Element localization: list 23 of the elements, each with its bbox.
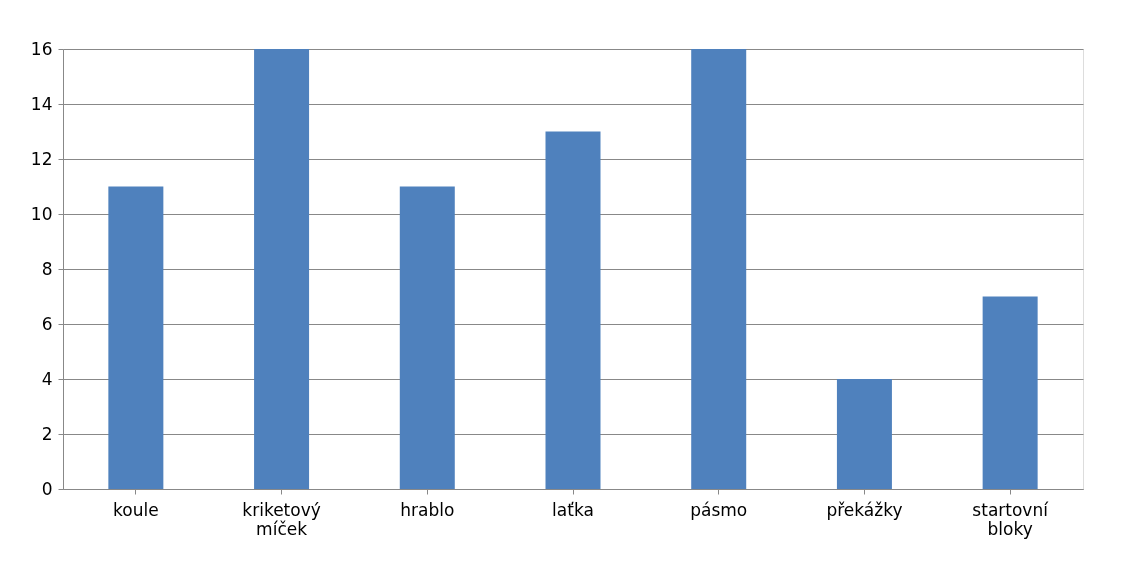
- bar: [254, 49, 310, 489]
- y-tick-label: 12: [30, 148, 53, 169]
- bar: [836, 379, 892, 489]
- x-tick-label: koule: [113, 499, 159, 520]
- y-tick-label: 4: [41, 368, 53, 389]
- bar: [545, 131, 601, 489]
- y-tick-label: 8: [41, 258, 53, 279]
- x-tick-label: startovní bloky: [972, 499, 1050, 539]
- x-tick-label: pásmo: [690, 499, 748, 520]
- x-tick-label: laťka: [552, 499, 594, 520]
- y-tick-label: 16: [30, 38, 53, 59]
- bar: [982, 296, 1038, 489]
- x-tick-label: překážky: [826, 499, 903, 520]
- y-tick-label: 6: [41, 313, 53, 334]
- bar: [399, 186, 455, 489]
- y-tick-label: 0: [41, 478, 53, 499]
- y-tick-label: 10: [30, 203, 53, 224]
- y-tick-label: 2: [41, 423, 53, 444]
- y-tick-label: 14: [30, 93, 53, 114]
- bar: [108, 186, 164, 489]
- x-tick-label: kriketový míček: [242, 499, 321, 539]
- x-tick-label: hrablo: [400, 499, 455, 520]
- bar: [691, 49, 747, 489]
